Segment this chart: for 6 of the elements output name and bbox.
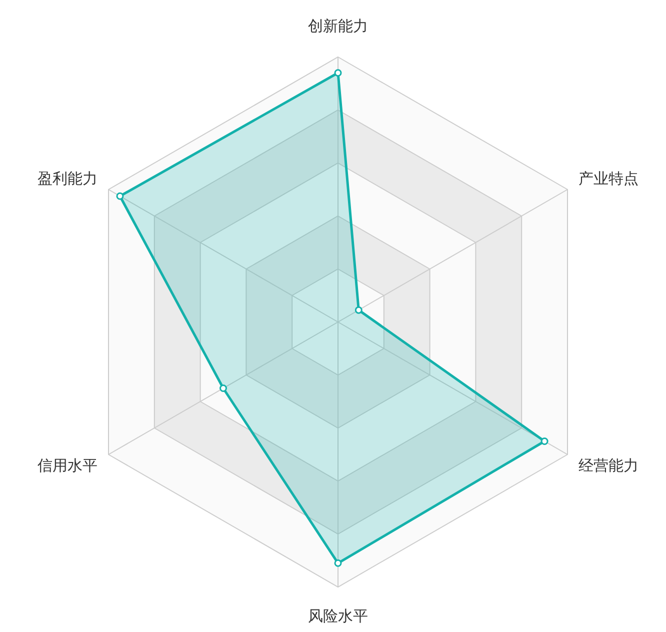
spoke-label: 创新能力 <box>308 17 368 35</box>
spoke-label: 风险水平 <box>308 607 368 625</box>
spoke-label: 经营能力 <box>578 456 639 474</box>
spoke-label: 信用水平 <box>37 456 98 474</box>
spoke-label: 产业特点 <box>578 170 639 188</box>
spoke-label: 盈利能力 <box>37 170 98 188</box>
